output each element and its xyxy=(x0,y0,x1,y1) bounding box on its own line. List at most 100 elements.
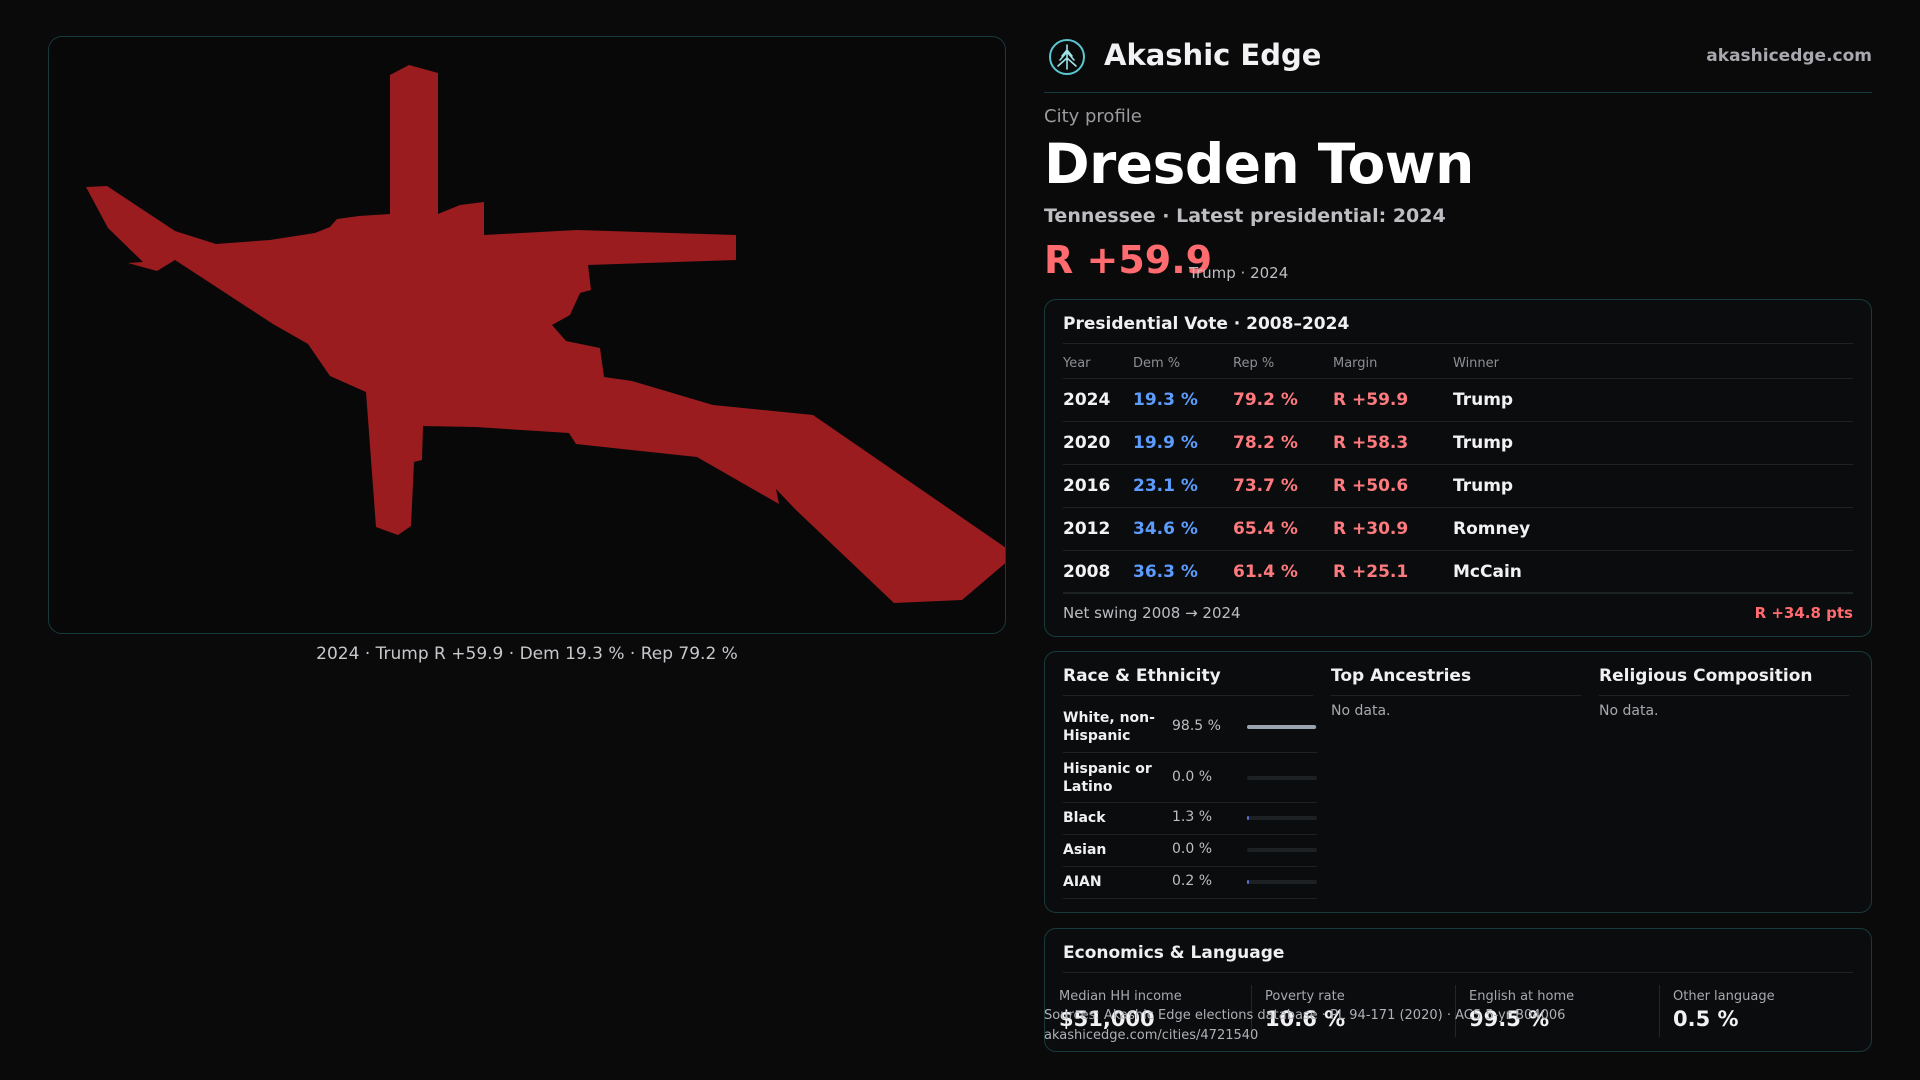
divider xyxy=(1659,985,1660,1037)
stat-label: English at home xyxy=(1469,989,1575,1004)
race-bar xyxy=(1247,880,1317,884)
table-row: 2012 34.6 % 65.4 % R +30.9 Romney xyxy=(1063,508,1853,551)
source-text: Sources: Akashic Edge elections database… xyxy=(1044,1008,1566,1023)
card-title: Presidential Vote · 2008–2024 xyxy=(1063,314,1350,334)
race-pct: 0.0 % xyxy=(1172,841,1213,857)
stat-value: 0.5 % xyxy=(1673,1007,1739,1031)
net-swing-row: Net swing 2008 → 2024 R +34.8 pts xyxy=(1063,592,1853,622)
race-label: Asian xyxy=(1063,842,1107,858)
brand-header: Akashic Edge akashicedge.com xyxy=(1044,36,1872,93)
race-bar-fill xyxy=(1247,880,1249,884)
divider xyxy=(1063,695,1313,696)
headline-margin: R +59.9 xyxy=(1044,238,1213,282)
empty-state: No data. xyxy=(1599,703,1659,719)
city-boundary-map xyxy=(86,65,1005,603)
source-url-link[interactable]: akashicedge.com/cities/4721540 xyxy=(1044,1028,1259,1043)
race-bar-fill xyxy=(1247,816,1249,820)
cell-rep: 61.4 % xyxy=(1233,562,1298,582)
table-row: 2020 19.9 % 78.2 % R +58.3 Trump xyxy=(1063,422,1853,465)
cell-winner: Trump xyxy=(1453,433,1514,453)
city-map-panel[interactable] xyxy=(48,36,1006,634)
divider xyxy=(1331,695,1581,696)
net-swing-value: R +34.8 pts xyxy=(1754,604,1853,622)
header-year: Year xyxy=(1063,356,1091,371)
race-bar xyxy=(1247,776,1317,780)
page-subtitle: Tennessee · Latest presidential: 2024 xyxy=(1044,205,1446,227)
cell-dem: 36.3 % xyxy=(1133,562,1198,582)
presidential-vote-card: Presidential Vote · 2008–2024 Year Dem %… xyxy=(1044,299,1872,637)
race-label: Hispanic or Latino xyxy=(1063,761,1152,795)
divider xyxy=(1063,343,1853,344)
race-pct: 0.0 % xyxy=(1172,769,1213,785)
cell-rep: 73.7 % xyxy=(1233,476,1298,496)
header-dem: Dem % xyxy=(1133,356,1181,371)
list-item: Hispanic or Latino 0.0 % xyxy=(1063,752,1317,803)
economics-card: Economics & Language Median HH income $5… xyxy=(1044,928,1872,1052)
stat-value: $51,000 xyxy=(1059,1007,1155,1031)
race-pct: 0.2 % xyxy=(1172,873,1213,889)
cell-dem: 19.3 % xyxy=(1133,390,1198,410)
stat-other-language: Other language 0.5 % xyxy=(1659,985,1859,1039)
brand-name: Akashic Edge xyxy=(1104,38,1322,72)
race-bar xyxy=(1247,725,1317,729)
stat-median-income: Median HH income $51,000 xyxy=(1045,989,1251,1039)
table-row: 2016 23.1 % 73.7 % R +50.6 Trump xyxy=(1063,465,1853,508)
divider xyxy=(1063,972,1853,973)
stat-poverty-rate: Poverty rate 10.6 % xyxy=(1251,985,1455,1039)
race-label: White, non-Hispanic xyxy=(1063,710,1155,744)
race-bar xyxy=(1247,848,1317,852)
race-bar xyxy=(1247,816,1317,820)
cell-margin: R +50.6 xyxy=(1333,476,1409,496)
header-rep: Rep % xyxy=(1233,356,1275,371)
cell-margin: R +59.9 xyxy=(1333,390,1409,410)
map-caption: 2024 · Trump R +59.9 · Dem 19.3 % · Rep … xyxy=(316,644,738,664)
cell-dem: 23.1 % xyxy=(1133,476,1198,496)
header-winner: Winner xyxy=(1453,356,1500,371)
stat-value: 99.5 % xyxy=(1469,1007,1550,1031)
header-margin: Margin xyxy=(1333,356,1378,371)
cell-margin: R +30.9 xyxy=(1333,519,1409,539)
stat-english-home: English at home 99.5 % xyxy=(1455,985,1659,1039)
source-footnote: Sources: Akashic Edge elections database… xyxy=(1044,1006,1565,1046)
race-label: AIAN xyxy=(1063,874,1102,890)
brand-url-link[interactable]: akashicedge.com xyxy=(1706,46,1872,66)
tree-logo-icon xyxy=(1049,39,1085,75)
vote-table: Year Dem % Rep % Margin Winner 2024 19.3… xyxy=(1063,348,1853,594)
cell-year: 2020 xyxy=(1063,433,1111,453)
empty-state: No data. xyxy=(1331,703,1391,719)
demographics-card: Race & Ethnicity White, non-Hispanic 98.… xyxy=(1044,651,1872,913)
list-item: AIAN 0.2 % xyxy=(1063,866,1317,899)
cell-year: 2008 xyxy=(1063,562,1111,582)
cell-winner: McCain xyxy=(1453,562,1522,582)
net-swing-label: Net swing 2008 → 2024 xyxy=(1063,604,1241,622)
list-item: Asian 0.0 % xyxy=(1063,834,1317,867)
page-kicker: City profile xyxy=(1044,106,1142,127)
race-bar-fill xyxy=(1247,725,1316,729)
table-row: 2024 19.3 % 79.2 % R +59.9 Trump xyxy=(1063,379,1853,422)
cell-dem: 19.9 % xyxy=(1133,433,1198,453)
cell-year: 2024 xyxy=(1063,390,1111,410)
headline-margin-note: Trump · 2024 xyxy=(1189,264,1289,282)
section-title: Religious Composition xyxy=(1599,666,1813,686)
cell-margin: R +25.1 xyxy=(1333,562,1409,582)
race-pct: 98.5 % xyxy=(1172,718,1221,734)
table-row: 2008 36.3 % 61.4 % R +25.1 McCain xyxy=(1063,551,1853,594)
cell-winner: Trump xyxy=(1453,390,1514,410)
cell-rep: 65.4 % xyxy=(1233,519,1298,539)
cell-dem: 34.6 % xyxy=(1133,519,1198,539)
divider xyxy=(1599,695,1849,696)
race-label: Black xyxy=(1063,810,1106,826)
page-title: Dresden Town xyxy=(1044,132,1474,196)
stat-label: Other language xyxy=(1673,989,1775,1004)
cell-winner: Romney xyxy=(1453,519,1531,539)
table-header: Year Dem % Rep % Margin Winner xyxy=(1063,348,1853,379)
cell-year: 2012 xyxy=(1063,519,1111,539)
stat-label: Median HH income xyxy=(1059,989,1182,1004)
race-pct: 1.3 % xyxy=(1172,809,1213,825)
card-title: Economics & Language xyxy=(1063,943,1285,963)
section-title: Top Ancestries xyxy=(1331,666,1472,686)
divider xyxy=(1455,985,1456,1037)
list-item: White, non-Hispanic 98.5 % xyxy=(1063,702,1317,753)
cell-rep: 78.2 % xyxy=(1233,433,1298,453)
stat-value: 10.6 % xyxy=(1265,1007,1346,1031)
